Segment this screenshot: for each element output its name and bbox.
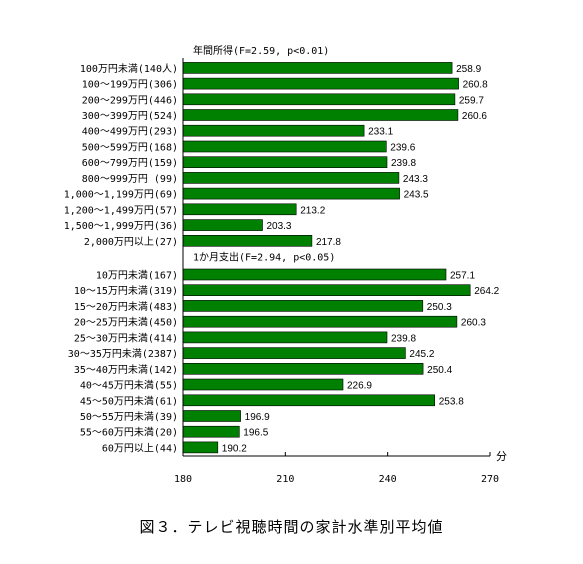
data-label: 239.8 [391,333,416,344]
bar-chart: 年間所得(F=2.59, p<0.01) 258.9 100万円未満(140人) 26… [64,44,507,485]
bar [182,394,435,407]
bar [182,62,453,74]
x-tick-label: 210 [276,474,294,485]
bar [182,441,219,454]
category-label: 10～15万円未満(319) [74,285,178,297]
bar [182,140,387,153]
bar [182,425,240,438]
bar [182,219,263,231]
category-label: 10万円未満(167) [96,270,178,282]
bar [182,172,400,184]
category-label: 25～30万円未満(414) [74,332,178,344]
category-label: 2,000万円以上(27) [84,236,178,248]
data-label: 196.5 [243,428,268,439]
category-label: 30～35万円未満(2387) [68,348,178,360]
data-label: 260.6 [462,111,487,122]
data-label: 239.6 [390,142,415,153]
data-label: 257.1 [450,271,475,282]
data-label: 226.9 [347,381,372,392]
data-label: 250.4 [427,365,452,376]
x-unit-label: 分 [496,450,507,463]
bar [182,187,400,200]
category-label: 600～799万円(159) [82,158,178,169]
category-label: 55～60万円未満(20) [80,427,178,439]
bar [182,331,388,344]
data-label: 259.7 [459,95,484,106]
category-label: 1,500～1,999万円(36) [64,221,178,232]
figure-caption: 図３．テレビ視聴時間の家計水準別平均値 [139,518,444,536]
bar [182,378,344,391]
data-label: 213.2 [300,205,325,216]
category-label: 20～25万円未満(450) [74,317,178,329]
bar [182,77,459,90]
category-label: 15～20万円未満(483) [74,301,178,313]
data-label: 190.2 [222,443,247,454]
data-label: 243.5 [404,190,429,201]
bar [182,315,458,328]
category-label: 300～399万円(524) [82,111,178,122]
bar [182,156,388,168]
category-label: 45～50万円未満(61) [80,395,178,407]
bar [182,410,241,422]
category-label: 50～55万円未満(39) [80,411,178,423]
x-tick-label: 270 [481,474,499,485]
category-label: 40～45万円未満(55) [80,380,178,392]
category-label: 60万円以上(44) [102,442,178,454]
data-label: 264.2 [474,286,499,297]
bar [182,109,459,121]
data-label: 260.3 [461,318,486,329]
data-label: 203.3 [266,221,291,232]
bar [182,93,456,106]
x-tick-label: 180 [174,474,192,485]
data-label: 239.8 [391,158,416,169]
bar [182,362,424,375]
category-label: 100万円未満(140人) [80,63,178,75]
category-label: 800～999万円 (99) [82,174,178,185]
data-label: 217.8 [316,237,341,248]
category-label: 500～599万円(168) [82,142,178,153]
category-label: 200～299万円(446) [82,95,178,106]
category-label: 35～40万円未満(142) [74,364,178,376]
data-label: 243.3 [403,174,428,185]
category-label: 400～499万円(293) [82,127,178,138]
data-label: 253.8 [439,396,464,407]
category-label: 1,000～1,199万円(69) [64,190,178,201]
data-label: 260.8 [463,80,488,91]
bar [182,203,297,216]
bar [182,124,365,137]
bar [182,347,406,359]
bar [182,235,313,247]
category-label: 100～199万円(306) [82,80,178,91]
bar [182,284,471,297]
data-label: 196.9 [245,412,270,423]
category-label: 1,200～1,499万円(57) [64,205,178,216]
data-label: 245.2 [409,349,434,360]
group-title-1: 年間所得(F=2.59, p<0.01) [193,44,329,57]
x-tick-label: 240 [379,474,397,485]
data-label: 250.3 [427,302,452,313]
data-label: 233.1 [368,127,393,138]
bar [182,268,447,281]
group-title-2: 1か月支出(F=2.94, p<0.05) [193,251,335,264]
data-label: 258.9 [456,64,481,75]
bar [182,300,424,312]
